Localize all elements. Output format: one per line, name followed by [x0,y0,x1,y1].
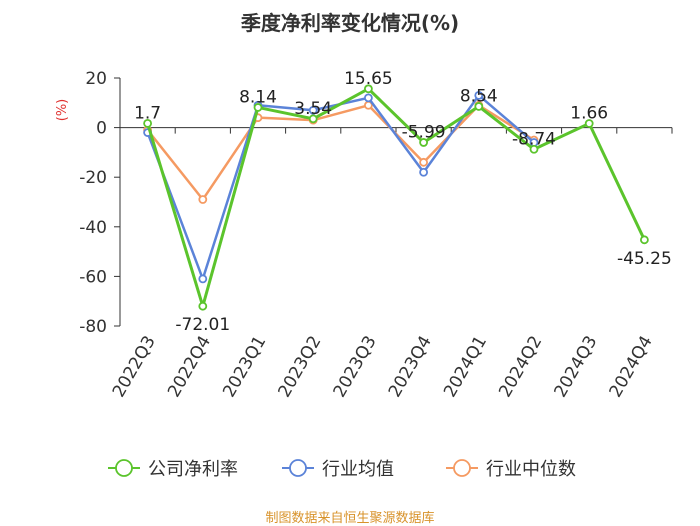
x-tick-label: 2024Q2 [495,333,546,401]
data-point [363,93,373,103]
series-line [146,94,535,281]
data-point [419,167,429,177]
y-tick-label: -60 [79,267,107,287]
series-line [146,87,646,308]
legend-marker [115,459,133,477]
x-tick-label: 2024Q1 [440,333,491,401]
series-line [146,104,535,201]
data-label: -8.74 [512,129,556,149]
chart-title: 季度净利率变化情况(%) [240,11,459,35]
x-tick-label: 2023Q2 [274,333,325,401]
x-tick-label: 2023Q1 [219,333,270,401]
data-point [474,102,484,111]
data-point [363,84,373,94]
data-point [253,103,263,112]
data-point [529,144,539,154]
data-labels: 1.7 -72.01 8.14 3.54 15.65 -5.99 8.54 -8.74 1.66… [134,69,672,335]
y-tick-label: 20 [85,69,107,89]
y-axis-label: (%) [55,99,70,122]
legend-label: 行业中位数 [486,459,576,480]
y-tick-label: -80 [79,317,107,337]
data-label: 8.54 [460,86,498,106]
data-point [640,235,649,245]
data-label: -5.99 [402,122,446,142]
data-point [198,301,208,311]
data-point [474,90,484,100]
series-lines [143,84,649,311]
data-point [308,105,318,115]
data-point [308,114,318,124]
x-tick-label: 2024Q4 [606,333,657,401]
legend-label: 公司净利率 [148,459,238,480]
data-point [584,119,594,128]
legend-marker [453,459,471,477]
x-tick-label: 2022Q3 [109,333,160,401]
source-note: 制图数据来自恒生聚源数据库 [265,511,435,526]
data-label: -45.25 [617,249,672,269]
data-point [198,274,208,284]
y-tick-label: 0 [96,119,107,139]
data-label: 8.14 [239,87,277,107]
legend-marker [289,459,307,477]
x-tick-label: 2023Q3 [330,333,381,401]
x-tick-label: 2022Q4 [164,333,215,401]
data-label: 1.7 [134,103,161,123]
data-point [198,195,208,204]
x-tick-label: 2023Q4 [385,333,436,401]
data-point [419,157,429,167]
y-tick-label: -20 [79,168,107,188]
legend: 公司净利率 行业均值 行业中位数 [108,459,576,480]
legend-label: 行业均值 [322,459,394,480]
y-tick-label: -40 [79,218,107,238]
data-point [419,138,429,147]
data-point [143,118,153,128]
x-tick-label: 2024Q3 [550,333,601,401]
data-label: 15.65 [344,69,393,89]
data-label: 3.54 [294,99,332,119]
data-label: 1.66 [570,103,608,123]
data-label: -72.01 [175,315,230,335]
